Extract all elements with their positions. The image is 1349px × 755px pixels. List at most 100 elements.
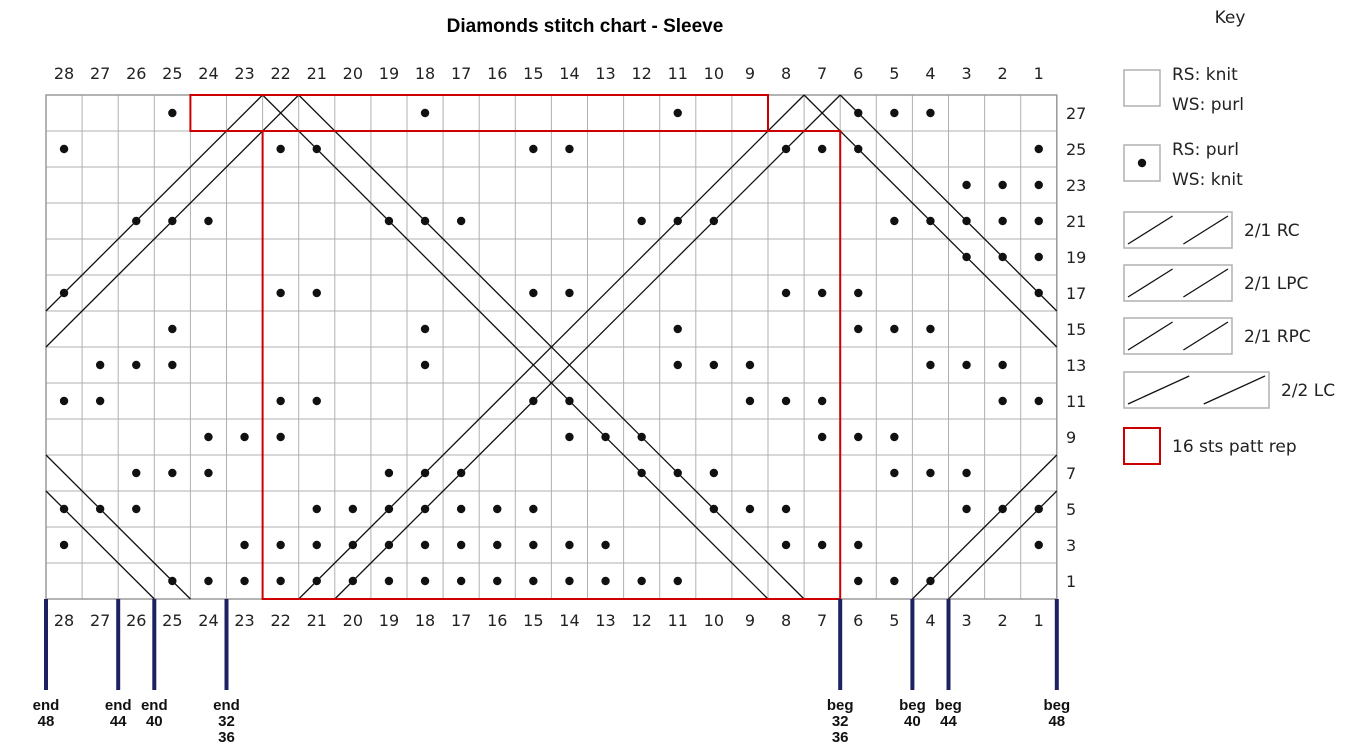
purl-dot [745,504,755,514]
bottom-col-number: 27 [90,611,110,630]
size-marker-label: 44 [940,713,957,730]
legend-label: RS: purl [1172,140,1239,160]
size-marker-label: 36 [218,729,235,746]
top-col-number: 13 [595,64,615,83]
bottom-col-number: 20 [343,611,363,630]
purl-dot [276,396,285,406]
purl-dot [204,576,213,586]
purl-dot [168,324,177,334]
purl-dot [890,324,899,334]
row-number: 23 [1066,176,1086,195]
purl-dot [168,468,177,478]
size-marker-label: end [141,697,168,714]
legend-label: 16 sts patt rep [1172,437,1297,457]
bottom-col-number: 5 [889,611,899,630]
purl-dot [456,216,466,226]
top-col-number: 22 [270,64,290,83]
size-marker-label: 32 [832,713,849,730]
purl-dot [854,324,863,334]
purl-dot [132,360,141,370]
purl-dot [998,360,1007,370]
purl-dot [781,396,791,406]
purl-dot [312,288,321,298]
top-col-number: 4 [925,64,935,83]
purl-dot [312,396,321,406]
purl-dot [312,540,321,550]
cable-line [45,454,191,600]
purl-dot [276,540,285,550]
purl-dot [962,468,971,478]
purl-dot [926,360,935,370]
purl-dot [926,468,935,478]
purl-dot [854,540,863,550]
purl-dot [384,576,394,586]
purl-dot [854,576,863,586]
size-marker-label: 40 [904,713,921,730]
repeat-box-top [189,94,841,132]
purl-dot [637,576,646,586]
legend-label: 2/1 RC [1244,221,1300,241]
legend-symbol-purl [1123,144,1161,182]
legend-label: 2/1 LPC [1244,274,1308,294]
bottom-col-number: 16 [487,611,507,630]
purl-dot [998,216,1007,226]
legend-symbol-2-1-rc [1123,211,1233,249]
size-marker-label: 36 [832,729,849,746]
purl-dot [384,468,394,478]
legend-cable-stroke [1203,375,1266,405]
legend-title: Key [1215,8,1246,28]
row-number: 17 [1066,284,1086,303]
cable-line [911,454,1058,600]
row-number: 1 [1066,572,1076,591]
purl-dot [1034,144,1043,154]
purl-dot [529,504,538,514]
purl-dot [493,504,502,514]
purl-dot [998,180,1007,190]
purl-dot [781,504,791,514]
bottom-col-number: 1 [1034,611,1044,630]
repeat-box-outline [189,94,842,600]
legend-label: 2/2 LC [1281,381,1335,401]
top-col-number: 28 [54,64,74,83]
legend-cable-stroke [1183,321,1229,351]
bottom-col-number: 2 [998,611,1008,630]
row-number: 11 [1066,392,1086,411]
legend-cable-stroke [1183,268,1229,298]
bottom-col-number: 21 [307,611,327,630]
purl-dot [132,504,141,514]
cable-line [45,94,300,348]
purl-dot [709,468,719,478]
purl-dot [276,288,285,298]
bottom-col-number: 4 [925,611,935,630]
purl-dot [276,432,285,442]
purl-dot [962,504,971,514]
purl-dot [565,288,574,298]
legend-symbol-repeat-box [1123,427,1161,465]
top-stitch-numbers: 28 27 26 25 24 23 22 21 20 19 18 17 16 15 14 13 12 11 10 9 8… [54,64,1044,83]
top-col-number: 1 [1034,64,1044,83]
row-number: 3 [1066,536,1076,555]
bottom-col-number: 25 [162,611,182,630]
purl-dot [565,576,574,586]
purl-dot [781,288,791,298]
purl-dot [890,468,899,478]
purl-dot [59,396,69,406]
purl-dot [962,360,971,370]
purl-dot [1034,252,1043,262]
bottom-col-number: 14 [559,611,579,630]
legend-label: 2/1 RPC [1244,327,1311,347]
row-number: 15 [1066,320,1086,339]
bottom-col-number: 26 [126,611,146,630]
row-number: 5 [1066,500,1076,519]
purl-dot [673,576,682,586]
purl-dot [601,576,610,586]
bottom-col-number: 23 [234,611,254,630]
legend-cable-stroke [1183,215,1229,245]
purl-dot [59,144,69,154]
bottom-col-number: 15 [523,611,543,630]
legend-label: RS: knit [1172,65,1238,85]
purl-dot [95,360,105,370]
size-marker-label: end [105,697,132,714]
top-col-number: 26 [126,64,146,83]
